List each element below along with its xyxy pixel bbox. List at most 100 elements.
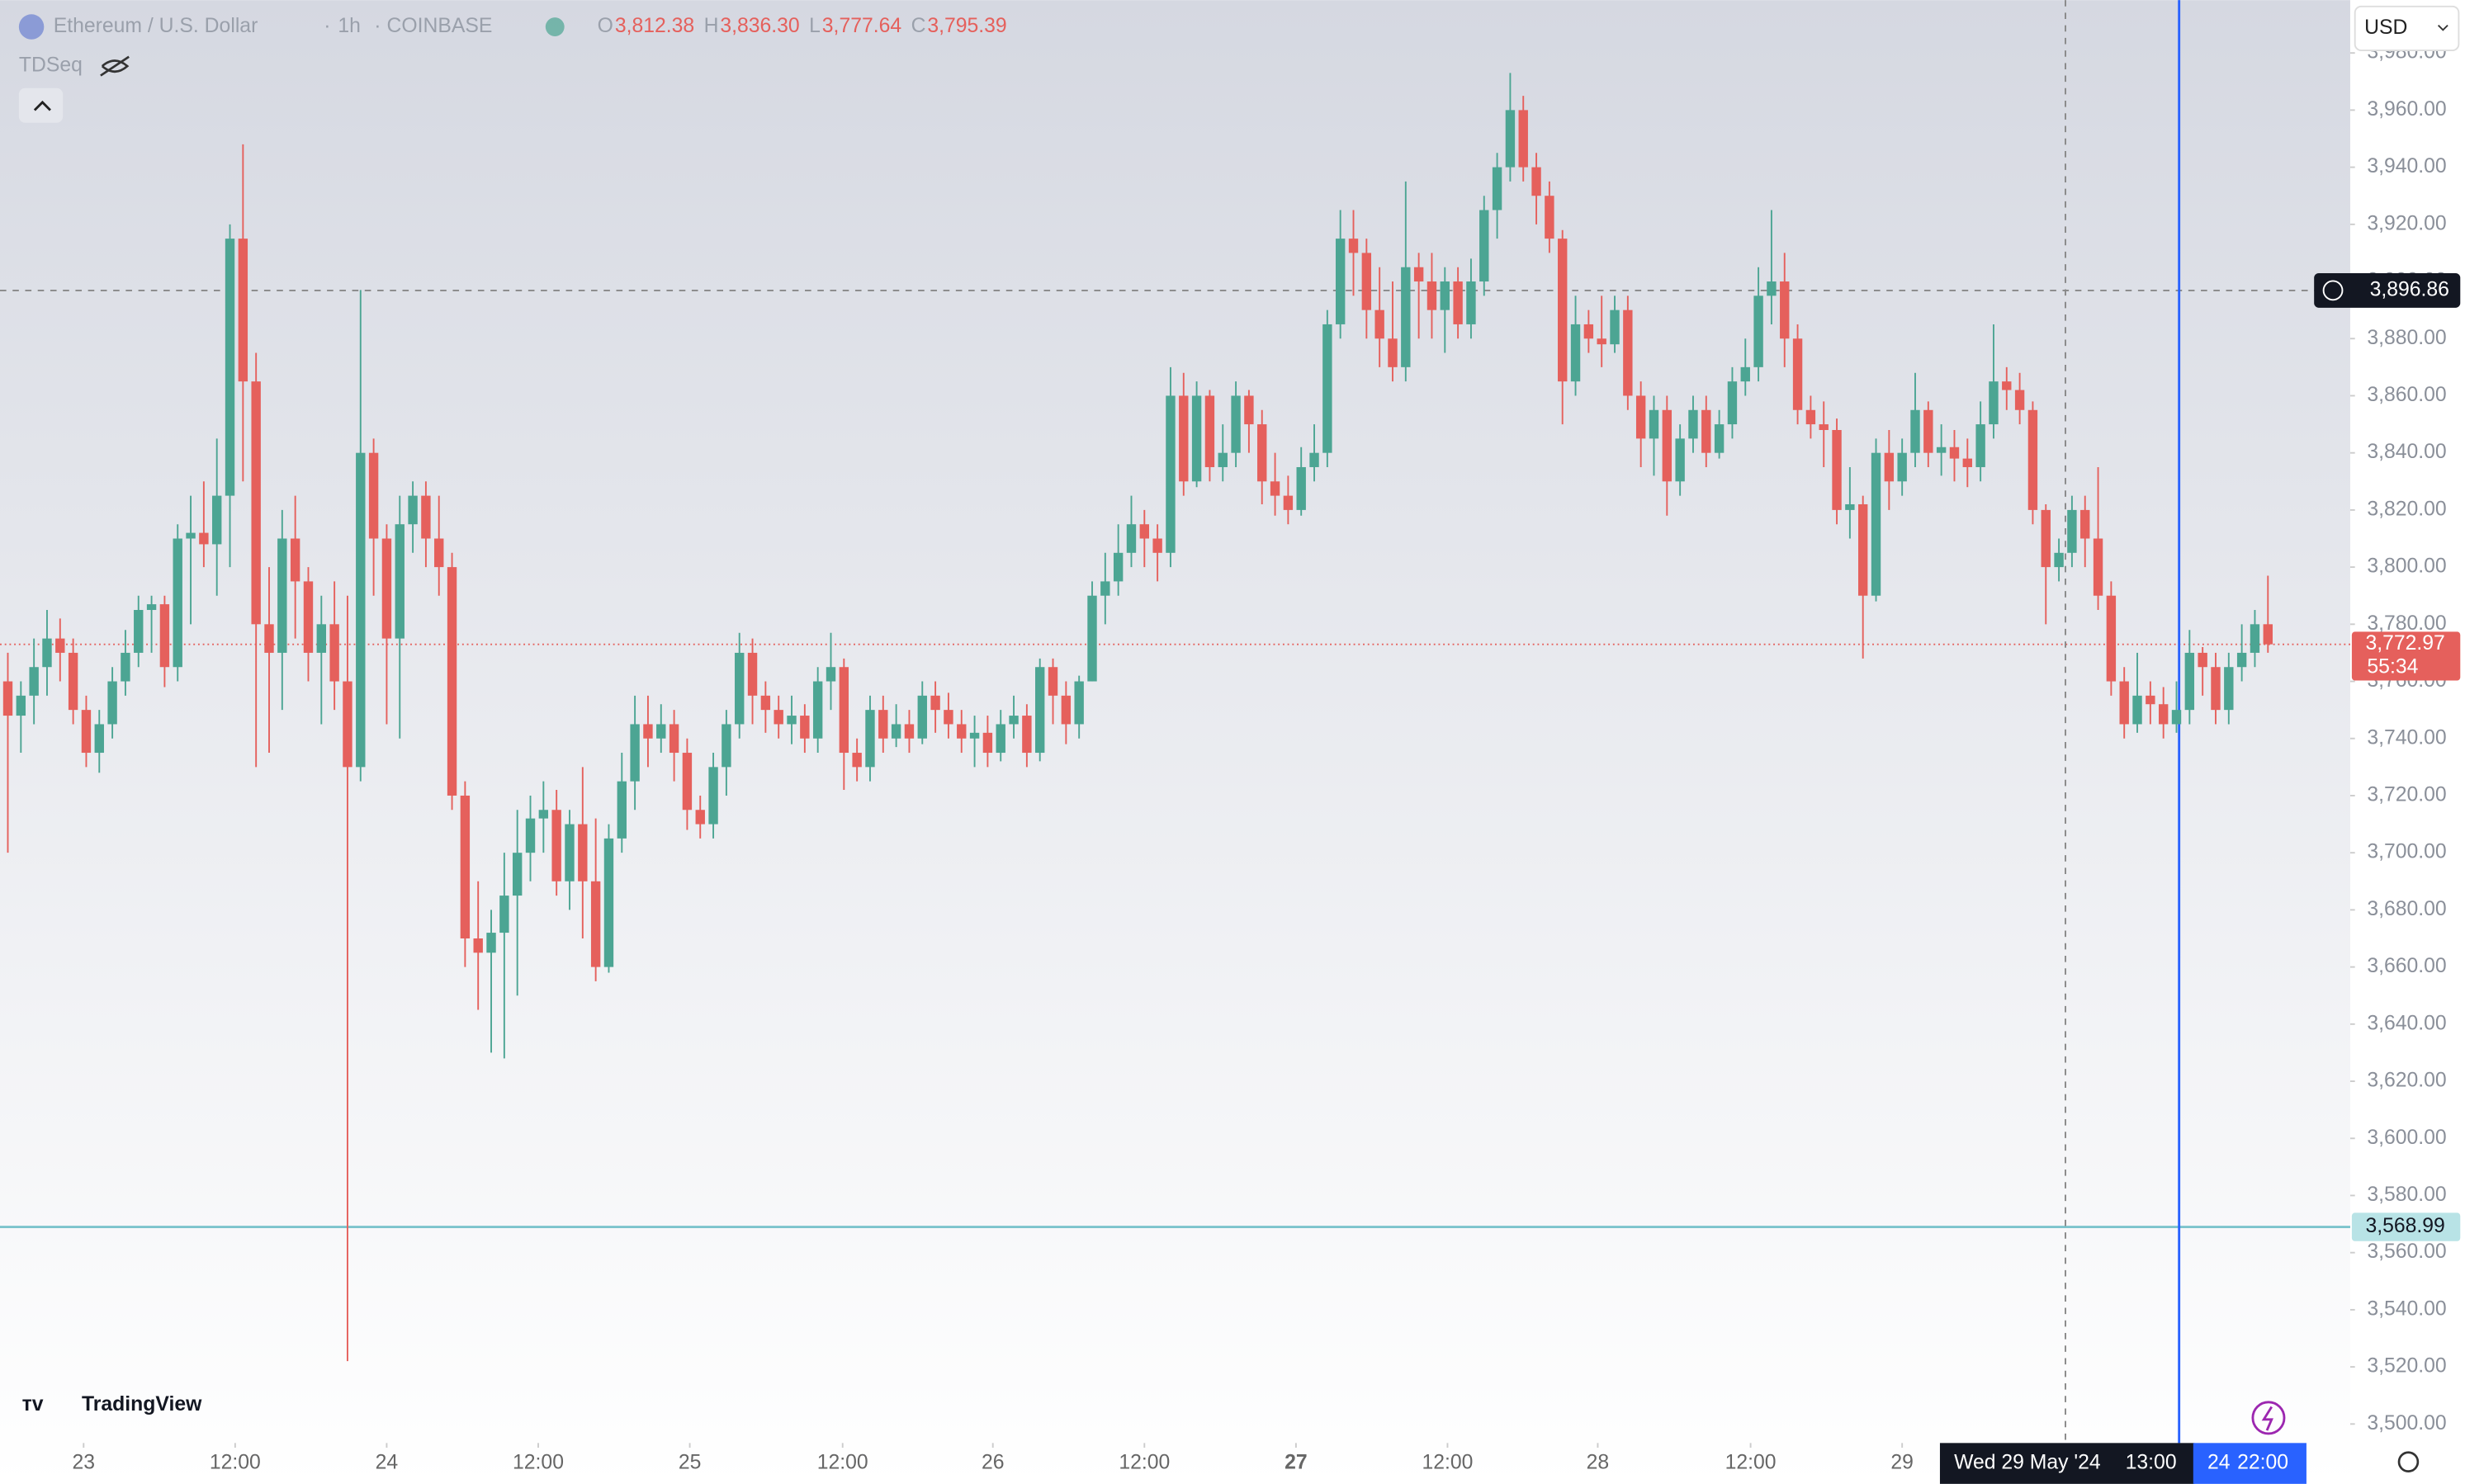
candle-body: [2093, 538, 2103, 596]
marker-day: 24: [2207, 1452, 2231, 1474]
ohlc-value: 3,836.30: [720, 15, 799, 37]
candle-body: [447, 567, 457, 796]
candle-body: [1518, 110, 1528, 168]
candle-body: [1204, 395, 1215, 467]
candle-body: [277, 538, 287, 653]
x-tick-label: 12:00: [1725, 1452, 1777, 1474]
candle-body: [159, 604, 170, 668]
plot-background: [0, 0, 2350, 1484]
candle-body: [1531, 167, 1541, 196]
candle-body: [2119, 681, 2129, 725]
countdown: 55:34: [2367, 656, 2418, 678]
candle-body: [852, 753, 862, 768]
candle-body: [774, 710, 783, 725]
candle-body: [1413, 267, 1424, 282]
candle-body: [1322, 324, 1332, 453]
candle-body: [1832, 429, 1842, 510]
candle-body: [1949, 447, 1960, 459]
candle-body: [1675, 438, 1685, 482]
candle-body: [290, 538, 300, 582]
candle-body: [2054, 552, 2064, 568]
candle-body: [1166, 395, 1176, 553]
candle-body: [1910, 409, 1920, 453]
candle-body: [1244, 395, 1254, 425]
candle-body: [1570, 324, 1581, 382]
candle-body: [134, 610, 144, 653]
marker-time: 22:00: [2237, 1452, 2288, 1474]
candle-body: [2211, 667, 2221, 711]
ohlc-value: 3,812.38: [615, 15, 694, 37]
indicator: TDSeq: [19, 54, 83, 77]
candle-body: [1701, 409, 1711, 453]
candle-body: [1505, 110, 1516, 168]
level-box: [2351, 1212, 2461, 1241]
x-tick-label: 12:00: [817, 1452, 868, 1474]
candle-body: [578, 824, 588, 881]
lightning-icon[interactable]: [2251, 1401, 2286, 1435]
x-tick-label: 12:00: [513, 1452, 564, 1474]
candle-body: [316, 624, 327, 653]
x-tick-label: 24: [376, 1452, 399, 1474]
candle-body: [1897, 452, 1907, 482]
crosshair-date: Wed 29 May '24: [1954, 1452, 2101, 1474]
y-tick-label: 3,500.00: [2367, 1412, 2446, 1434]
add-icon: [2322, 280, 2344, 301]
x-tick-label: 12:00: [1422, 1452, 1473, 1474]
candle-body: [42, 638, 52, 668]
y-tick-label: 3,820.00: [2367, 498, 2446, 520]
candle-body: [2263, 624, 2273, 645]
candle-body: [944, 710, 953, 725]
candle-body: [2198, 652, 2207, 668]
crosshair-price-box: [2314, 272, 2461, 308]
x-tick-label: 12:00: [1119, 1452, 1170, 1474]
ohlc-value: 3,795.39: [927, 15, 1006, 37]
candle-body: [1426, 281, 1437, 310]
candle-body: [1113, 552, 1124, 582]
y-tick-label: 3,700.00: [2367, 841, 2446, 863]
candle-body: [930, 695, 940, 711]
candle-body: [603, 838, 614, 967]
candle-body: [421, 495, 431, 539]
candle-body: [1218, 452, 1228, 467]
candle-body: [904, 724, 915, 739]
candle-body: [1009, 716, 1019, 725]
candle-body: [1074, 681, 1084, 725]
candle-body: [1348, 239, 1359, 253]
candle-body: [996, 724, 1005, 754]
candle-body: [1453, 281, 1463, 324]
currency-button[interactable]: [2354, 5, 2460, 52]
candle-body: [1401, 267, 1411, 367]
candle-body: [865, 710, 875, 768]
candle-body: [1662, 409, 1673, 482]
y-tick-label: 3,740.00: [2367, 726, 2446, 749]
candle-body: [1179, 395, 1189, 482]
candle-body: [303, 581, 314, 653]
interval: 1h: [338, 15, 361, 37]
candle-body: [186, 532, 196, 539]
y-tick-label: 3,860.00: [2367, 384, 2446, 406]
x-tick-label: 27: [1285, 1452, 1308, 1474]
settings-icon[interactable]: [2397, 1451, 2420, 1472]
candle-body: [1975, 424, 1985, 467]
candle-body: [1610, 310, 1620, 345]
candle-body: [590, 881, 601, 967]
candle-body: [2158, 704, 2169, 725]
hide-icon[interactable]: [100, 55, 130, 77]
candle-body: [917, 695, 927, 739]
candle-body: [1139, 524, 1149, 539]
candle-body: [1845, 503, 1855, 510]
candle-body: [512, 853, 523, 896]
candle-body: [486, 933, 496, 953]
candle-body: [1819, 424, 1829, 430]
candle-body: [839, 667, 849, 754]
candle-body: [329, 624, 339, 682]
candle-body: [525, 818, 536, 853]
candle-body: [199, 532, 209, 545]
exchange: COINBASE: [386, 15, 492, 37]
candle-body: [1270, 481, 1280, 496]
y-tick-label: 3,940.00: [2367, 155, 2446, 177]
candle-body: [643, 724, 653, 739]
x-tick-label: 29: [1890, 1452, 1914, 1474]
candle-body: [434, 538, 444, 568]
